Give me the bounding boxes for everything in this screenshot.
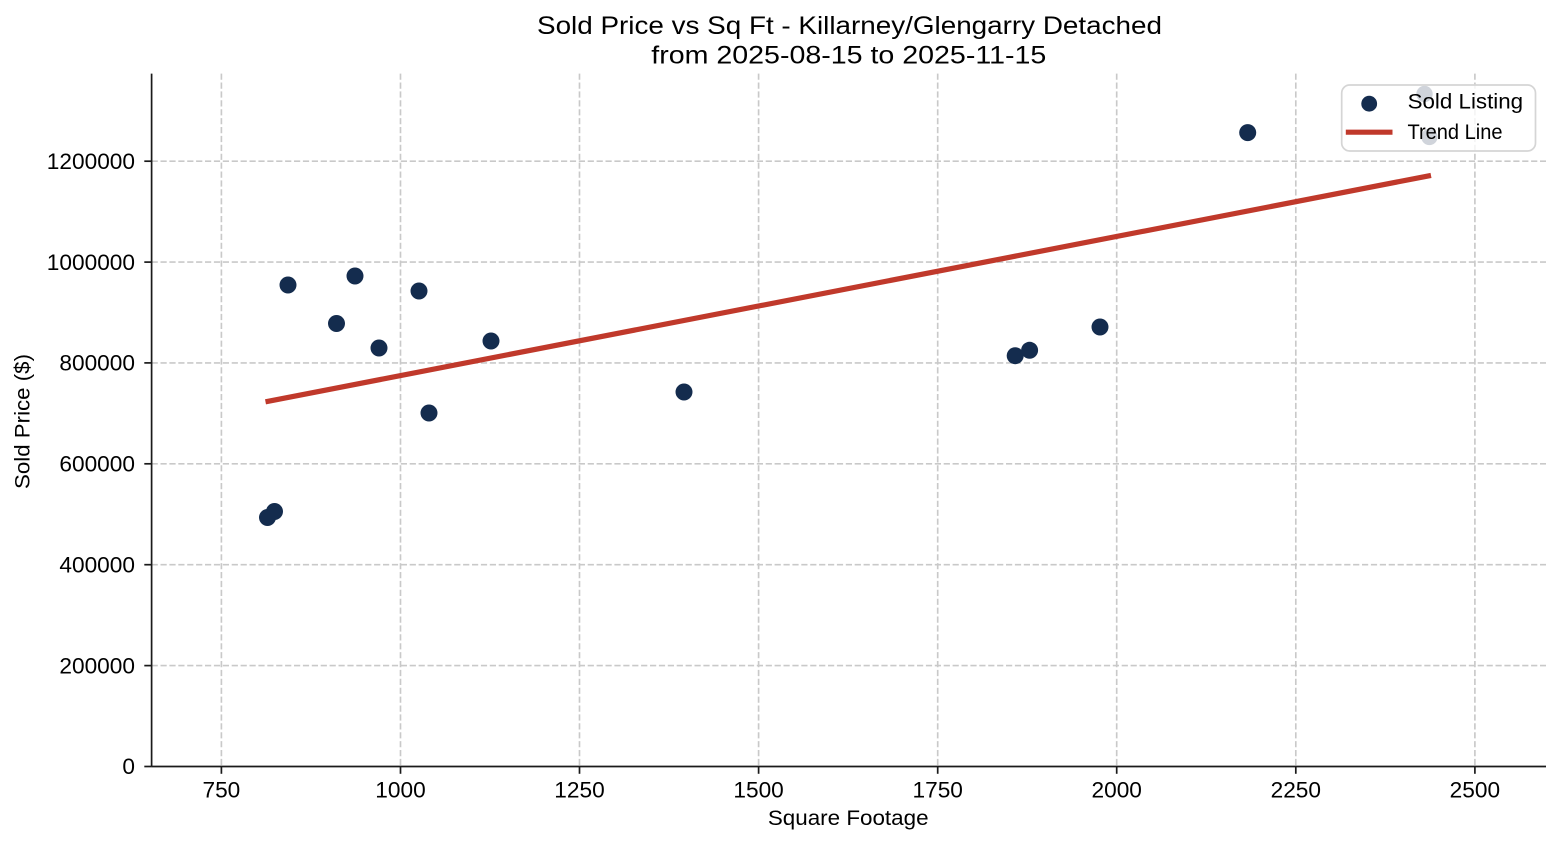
svg-text:1250: 1250 (554, 777, 604, 802)
svg-text:1200000: 1200000 (47, 149, 135, 174)
svg-text:Sold Price vs Sq Ft - Killarne: Sold Price vs Sq Ft - Killarney/Glengarr… (537, 12, 1162, 40)
svg-text:400000: 400000 (59, 552, 135, 577)
svg-text:Trend Line: Trend Line (1408, 120, 1503, 144)
svg-text:1750: 1750 (913, 777, 963, 802)
svg-text:2500: 2500 (1450, 777, 1500, 802)
svg-text:2250: 2250 (1271, 777, 1321, 802)
svg-text:from 2025-08-15 to 2025-11-15: from 2025-08-15 to 2025-11-15 (651, 42, 1046, 70)
svg-text:1000000: 1000000 (47, 250, 135, 275)
svg-text:Square Footage: Square Footage (768, 806, 929, 830)
svg-text:0: 0 (122, 754, 135, 779)
svg-text:1000: 1000 (375, 777, 425, 802)
svg-text:800000: 800000 (59, 351, 135, 376)
svg-text:1500: 1500 (733, 777, 783, 802)
svg-text:2000: 2000 (1092, 777, 1142, 802)
svg-text:750: 750 (202, 777, 240, 802)
svg-text:Sold Listing: Sold Listing (1408, 89, 1524, 113)
svg-text:600000: 600000 (59, 452, 135, 477)
svg-text:200000: 200000 (59, 653, 135, 678)
svg-text:Sold Price ($): Sold Price ($) (10, 354, 34, 489)
